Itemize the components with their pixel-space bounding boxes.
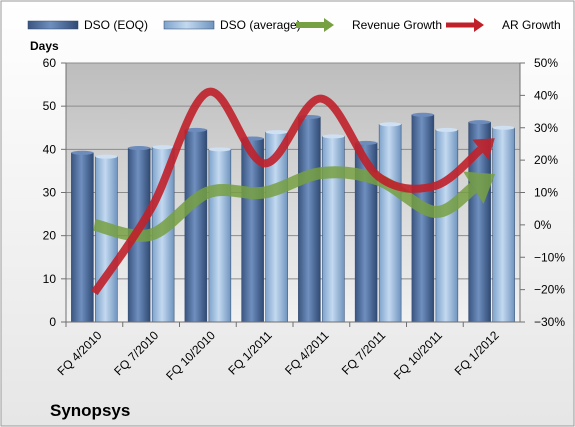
bar-dso-average- <box>208 149 232 323</box>
left-tick-label: 20 <box>43 229 57 243</box>
right-tick-label: −10% <box>534 250 565 264</box>
bar-top <box>265 130 288 135</box>
bar-top <box>128 146 151 151</box>
bar-top <box>71 150 94 155</box>
arrowhead-ar-growth <box>472 138 495 160</box>
bar-dso-eoq- <box>411 114 435 323</box>
legend-label: AR Growth <box>502 18 561 32</box>
bar-dso-eoq- <box>298 116 321 323</box>
right-tick-label: 30% <box>534 121 558 135</box>
bar-top <box>435 127 458 132</box>
line-ar-growth <box>91 88 484 296</box>
left-tick-label: 30 <box>43 186 57 200</box>
left-tick-label: 40 <box>43 142 57 156</box>
bar-dso-eoq- <box>71 152 94 323</box>
bar-dso-eoq- <box>184 129 208 323</box>
legend-swatch <box>27 20 79 30</box>
bar-top <box>322 134 345 139</box>
arrowhead-revenue-growth <box>463 171 496 205</box>
bar-top <box>411 112 434 117</box>
bar-top <box>468 120 491 125</box>
line-revenue-growth <box>92 166 478 242</box>
left-tick-label: 10 <box>43 272 57 286</box>
legend-label: Revenue Growth <box>352 18 442 32</box>
right-tick-label: 40% <box>534 88 558 102</box>
bar-dso-average- <box>95 156 118 323</box>
legend: DSO (EOQ) DSO (average) Revenue Growth AR G… <box>27 18 561 32</box>
bar-top <box>379 122 402 127</box>
left-axis-title: Days <box>30 39 59 53</box>
legend-label: DSO (average) <box>220 18 301 32</box>
bar-dso-average- <box>378 124 402 323</box>
right-tick-label: −20% <box>534 283 565 297</box>
bar-dso-average- <box>492 127 515 323</box>
bar-top <box>355 140 378 145</box>
bar-top <box>152 145 175 150</box>
legend-label: DSO (EOQ) <box>84 18 148 32</box>
bar-dso-average- <box>435 129 459 323</box>
right-tick-label: 50% <box>534 56 558 70</box>
bar-top <box>492 125 515 130</box>
company-label: Synopsys <box>50 401 130 420</box>
left-tick-label: 50 <box>43 99 57 113</box>
bar-top <box>184 127 207 132</box>
right-tick-label: 0% <box>534 218 552 232</box>
legend-swatch <box>163 20 215 30</box>
legend-arrow <box>324 18 334 32</box>
bar-top <box>208 147 231 152</box>
legend-arrow <box>474 18 484 32</box>
bar-top <box>95 154 118 159</box>
left-tick-label: 0 <box>49 315 56 329</box>
right-tick-label: 20% <box>534 153 558 167</box>
left-tick-label: 60 <box>43 56 57 70</box>
right-tick-label: 10% <box>534 186 558 200</box>
growth-lines <box>91 88 496 296</box>
bar-dso-average- <box>322 136 345 323</box>
right-tick-label: −30% <box>534 315 565 329</box>
